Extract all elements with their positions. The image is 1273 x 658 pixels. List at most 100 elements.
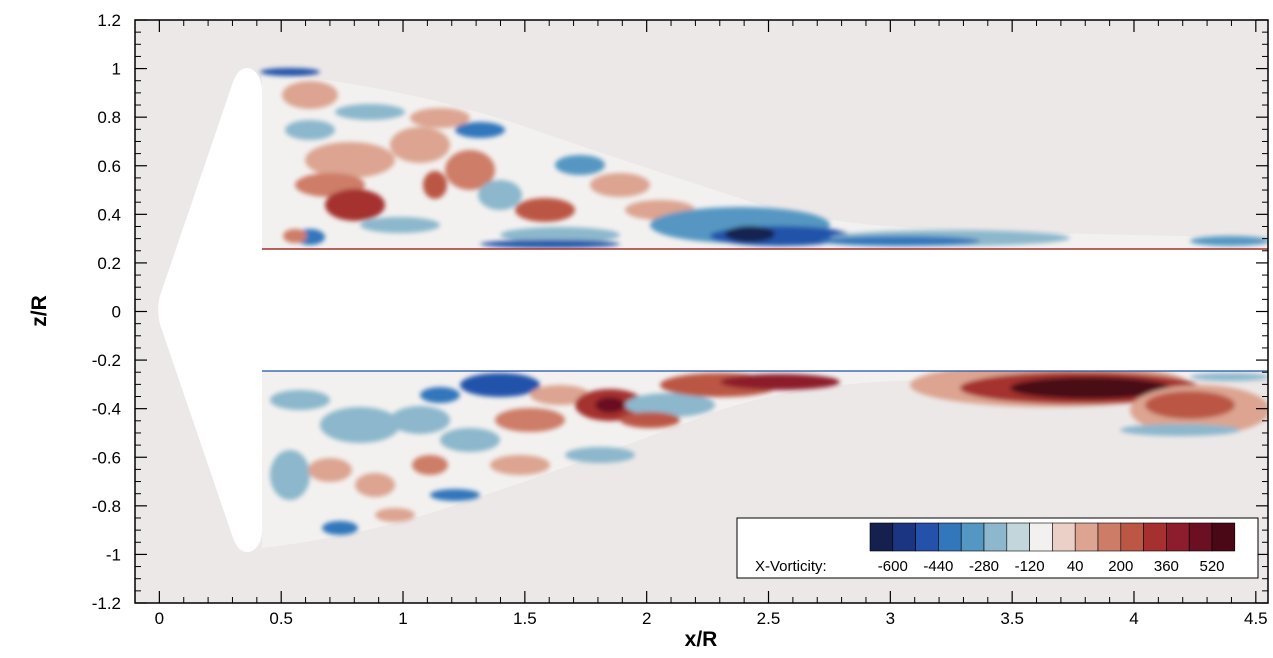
colorbar-swatch: [1074, 522, 1099, 552]
colorbar-tick-label: 360: [1154, 558, 1179, 575]
vortex-blob: [1190, 373, 1268, 381]
vortex-blob: [355, 473, 395, 497]
vortex-blob: [820, 236, 980, 246]
vortex-blob: [490, 455, 550, 475]
colorbar-swatch: [1166, 522, 1190, 552]
x-tick-label: 2: [642, 609, 651, 628]
x-tick-label: 2.5: [757, 609, 781, 628]
colorbar-tick-label: -440: [923, 558, 953, 575]
vortex-blob: [460, 373, 540, 397]
vortex-blob: [595, 397, 625, 413]
vortex-blob: [478, 180, 522, 210]
vortex-blob: [515, 198, 575, 222]
vortex-blob: [270, 450, 310, 500]
x-tick-label: 0.5: [269, 609, 293, 628]
vortex-blob: [270, 390, 330, 410]
vortex-blob: [410, 108, 470, 128]
vortex-blob: [480, 240, 620, 248]
colorbar-swatch: [1211, 522, 1236, 552]
colorbar-swatch: [1188, 522, 1213, 552]
colorbar-tick-label: 520: [1199, 558, 1224, 575]
colorbar-tick-labels: -600 -440 -280 -120 40 200 360 520: [878, 558, 1225, 575]
vortex-blob: [495, 408, 565, 432]
x-tick-label: 3: [886, 609, 895, 628]
vortex-blob: [445, 150, 495, 190]
y-tick-label: -0.8: [92, 497, 121, 516]
colorbar-tick-label: -280: [969, 558, 999, 575]
vortex-blob: [260, 68, 320, 76]
vortex-blob: [720, 374, 840, 390]
y-tick-label: 0: [112, 303, 121, 322]
vortex-blob: [283, 229, 307, 243]
colorbar-swatch: [915, 522, 939, 552]
vortex-blob: [1120, 424, 1240, 436]
vortex-blob: [1145, 391, 1235, 419]
y-tick-label: -0.2: [92, 351, 121, 370]
vortex-blob: [360, 217, 440, 233]
y-tick-label: -1: [106, 545, 121, 564]
y-tick-label: 1: [112, 60, 121, 79]
x-tick-label: 4: [1129, 609, 1138, 628]
vortex-blob: [440, 428, 500, 452]
x-tick-label: 0: [155, 609, 164, 628]
vorticity-blobs: [260, 68, 1268, 535]
y-tick-labels: 1.2 1 0.8 0.6 0.4 0.2 0 -0.2 -0.4 -0.6 -0.8 -1 -1.2: [92, 11, 121, 613]
vortex-blob: [390, 406, 450, 434]
colorbar-swatch: [892, 522, 916, 552]
vortex-blob: [530, 385, 590, 405]
colorbar-tick-label: 200: [1108, 558, 1133, 575]
colorbar-legend: X-Vorticity: -600 -440 -280 -120 40 200 360 520: [736, 517, 1259, 579]
y-tick-label: -1.2: [92, 594, 121, 613]
y-tick-label: 1.2: [97, 11, 121, 30]
y-tick-label: 0.8: [97, 108, 121, 127]
vortex-blob: [320, 407, 400, 443]
vortex-blob: [423, 171, 447, 199]
x-tick-labels: 0 0.5 1 1.5 2 2.5 3 3.5 4 4.5: [155, 609, 1268, 628]
vortex-blob: [565, 447, 635, 463]
x-tick-label: 1: [398, 609, 407, 628]
vortex-blob: [725, 226, 775, 242]
contour-field: [158, 68, 1268, 552]
x-tick-label: 3.5: [1000, 609, 1024, 628]
vortex-blob: [322, 521, 358, 535]
vortex-blob: [325, 189, 385, 221]
colorbar-tick-label: 40: [1067, 558, 1084, 575]
vortex-blob: [500, 227, 620, 243]
x-axis-title: x/R: [685, 628, 718, 651]
colorbar-swatch: [869, 522, 894, 552]
vortex-blob: [555, 155, 605, 175]
vortex-blob: [620, 412, 680, 428]
vortex-blob: [590, 173, 650, 197]
colorbar-swatch: [983, 522, 1008, 552]
colorbar-swatch: [960, 522, 985, 552]
vortex-blob: [1190, 236, 1268, 246]
colorbar-swatch: [1143, 522, 1167, 552]
y-tick-label: -0.4: [92, 400, 121, 419]
colorbar-swatches: [869, 522, 1236, 552]
vortex-blob: [420, 387, 460, 403]
hub-region: [262, 249, 1268, 371]
vortex-blob: [308, 458, 352, 482]
x-tick-label: 1.5: [513, 609, 537, 628]
vortex-blob: [455, 122, 505, 138]
colorbar-tick-label: -600: [878, 558, 908, 575]
y-tick-label: -0.6: [92, 448, 121, 467]
y-axis-title: z/R: [28, 295, 51, 327]
colorbar-swatch: [1097, 522, 1122, 552]
vortex-blob: [285, 120, 335, 140]
tick-marks: [135, 19, 1268, 604]
vortex-blob: [375, 508, 415, 522]
colorbar-tick-label: -120: [1015, 558, 1045, 575]
vortex-blob: [412, 455, 448, 475]
colorbar-swatch: [1052, 522, 1076, 552]
vortex-blob: [430, 489, 480, 501]
vortex-blob: [625, 393, 715, 417]
colorbar-swatch: [938, 522, 962, 552]
colorbar-swatch: [1029, 522, 1053, 552]
vortex-blob: [1010, 377, 1170, 399]
colorbar-swatch: [1120, 522, 1144, 552]
colorbar-label: X-Vorticity:: [755, 558, 827, 575]
vortex-blob: [390, 127, 450, 163]
